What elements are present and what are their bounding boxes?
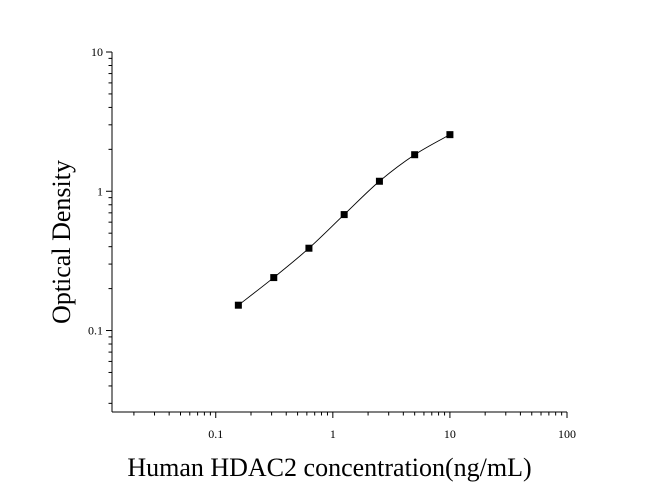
x-axis-title: Human HDAC2 concentration(ng/mL) [127,453,531,482]
tick-marks [106,51,568,418]
data-point [234,301,242,309]
y-axis-title: Optical Density [47,160,76,324]
data-point [375,177,383,185]
data-point [411,151,419,159]
x-tick-label: 100 [558,427,576,441]
y-tick-label: 1 [97,184,103,198]
data-point [270,274,278,282]
data-points [234,131,454,309]
data-point [446,131,454,139]
data-point [340,211,348,219]
axes [111,52,567,413]
data-point [305,244,313,252]
tick-labels: 0.1 1 10 100 0.1 1 10 [88,45,576,441]
fit-curve [238,134,451,306]
x-tick-label: 0.1 [208,427,223,441]
y-tick-label: 0.1 [88,324,103,338]
x-tick-label: 10 [444,427,456,441]
y-tick-label: 10 [91,45,103,59]
x-tick-label: 1 [330,427,336,441]
